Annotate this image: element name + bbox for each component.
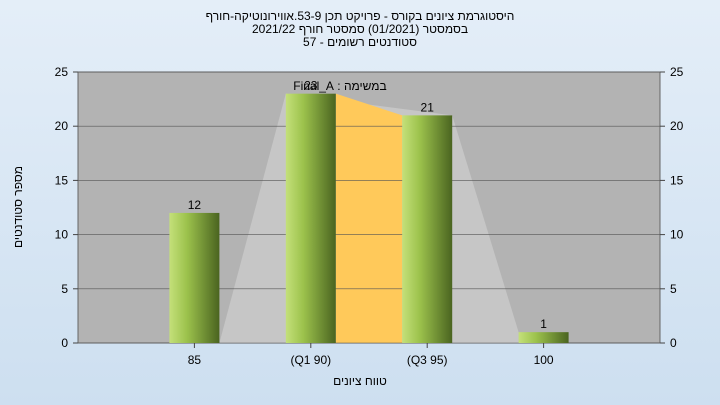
y2-tick-label: 0 [670, 336, 677, 350]
y2-tick-label: 20 [670, 119, 684, 133]
y-tick-label: 25 [55, 65, 69, 79]
y-tick-label: 15 [55, 173, 69, 187]
y2-tick-label: 15 [670, 173, 684, 187]
data-label: 21 [421, 100, 435, 114]
x-tick-label: (Q1 90) [290, 353, 331, 367]
y2-tick-label: 10 [670, 228, 684, 242]
bar [169, 212, 220, 343]
quartile-area [335, 93, 403, 344]
chart-title: היסטוגרמת ציונים בקורס - פרויקט תכן 53-9… [206, 9, 515, 23]
chart-subtitle: סטודנטים רשומים - 57 [303, 35, 417, 49]
bar [518, 332, 569, 343]
x-tick-label: 100 [534, 353, 554, 367]
data-label: 23 [304, 79, 318, 93]
y-tick-label: 0 [61, 336, 68, 350]
chart-subtitle: בסמסטר (01/2021) סמסטר חורף 2021/22 [252, 22, 468, 36]
x-tick-label: (Q3 95) [407, 353, 448, 367]
bar [285, 93, 336, 344]
data-label: 1 [540, 317, 547, 331]
x-axis-label: טווח ציונים [333, 374, 387, 388]
y2-tick-label: 5 [670, 282, 677, 296]
y-tick-label: 5 [61, 282, 68, 296]
data-label: 12 [188, 198, 202, 212]
x-tick-label: 85 [188, 353, 202, 367]
annotation: במשימה : Final_A [293, 79, 386, 93]
y2-tick-label: 25 [670, 65, 684, 79]
y-tick-label: 10 [55, 228, 69, 242]
y-tick-label: 20 [55, 119, 69, 133]
bar [402, 115, 453, 343]
y-axis-label: מספר סטודנטים [11, 166, 25, 248]
